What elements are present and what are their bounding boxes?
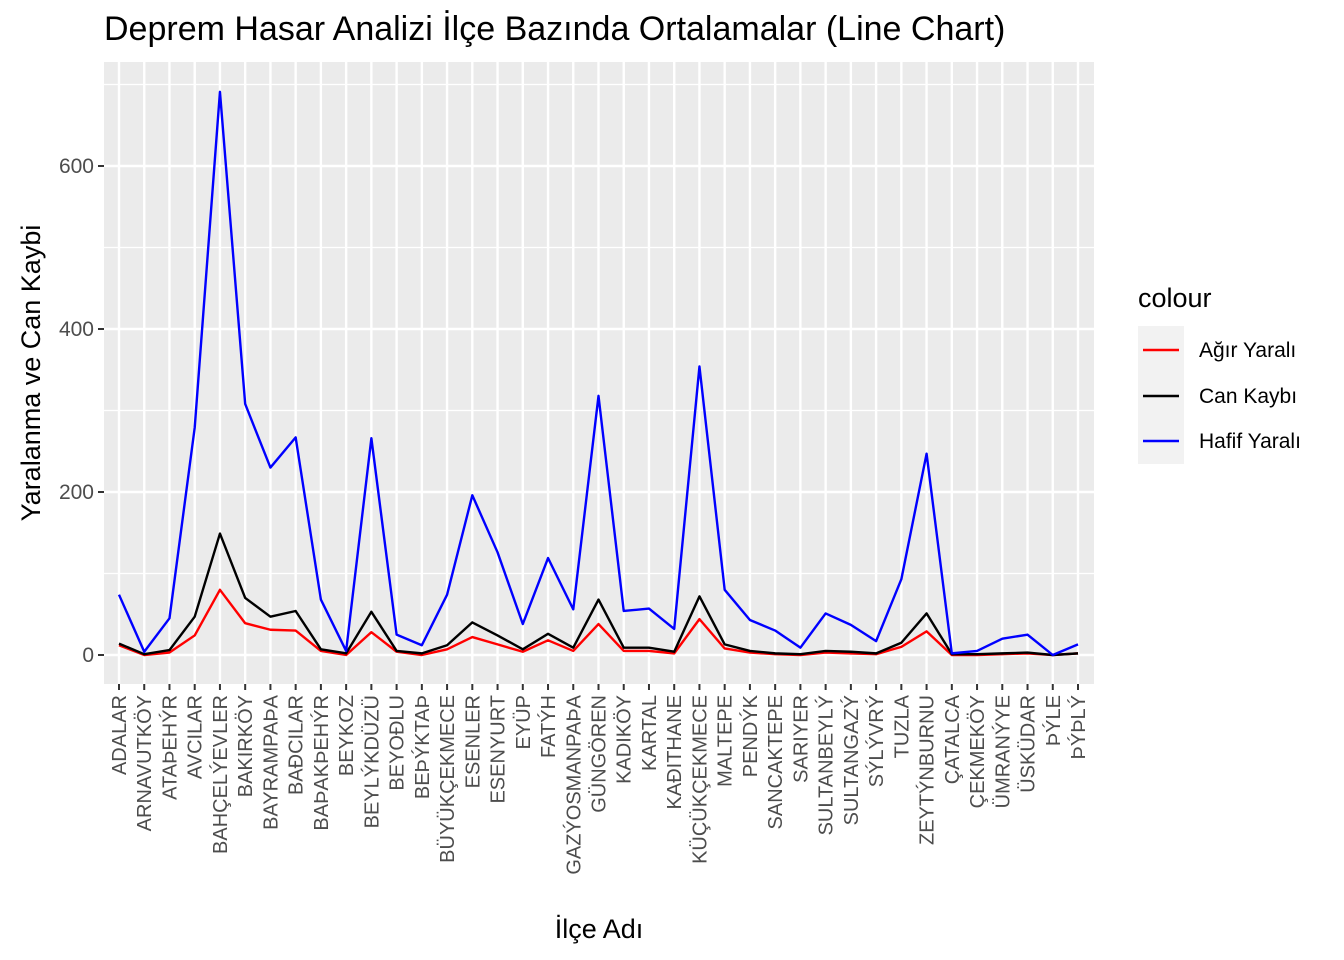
legend-title: colour (1138, 283, 1212, 313)
x-tick-label: BAÐCILAR (286, 695, 308, 795)
y-axis: 0 200 400 600 (59, 155, 104, 667)
x-tick-label: ÜSKÜDAR (1018, 695, 1040, 793)
x-tick-label: PENDÝK (739, 694, 762, 777)
x-tick-label: BAÞAKÞEHÝR (310, 695, 333, 831)
legend-label: Ağır Yaralı (1199, 339, 1296, 362)
x-tick-label: SARIYER (790, 695, 812, 783)
x-tick-label: BAKIRKÖY (235, 695, 257, 797)
x-tick-label: FATÝH (537, 695, 560, 758)
legend-label: Can Kaybı (1199, 385, 1297, 408)
x-tick-label: EYÜP (513, 695, 535, 749)
chart-title: Deprem Hasar Analizi İlçe Bazında Ortala… (104, 10, 1005, 48)
legend: colour Ağır Yaralı Can Kaybı Hafif Yaralı (1138, 283, 1301, 464)
y-tick-label: 400 (59, 318, 94, 341)
series-line (118, 532, 1079, 657)
x-tick-label: ESENLER (462, 695, 484, 788)
x-tick-label: ATAÞEHÝR (158, 695, 181, 800)
x-tick-label: ÞÝÞLÝ (1067, 695, 1090, 759)
major-gridlines (104, 62, 1094, 684)
x-tick-label: KADIKÖY (614, 695, 636, 784)
x-tick-label: BAYRAMPAÞA (260, 694, 282, 830)
x-axis: ADALAR ARNAVUTKÖY ATAÞEHÝR AVCILAR BAHÇELÝEV… (109, 684, 1090, 875)
x-tick-label: SULTANGAZÝ (840, 695, 863, 825)
y-tick-label: 600 (59, 155, 94, 178)
x-tick-label: BEÞÝKTAÞ (411, 695, 434, 799)
x-tick-label: ÇEKMEKÖY (967, 695, 989, 808)
x-tick-label: SÝLÝVRÝ (865, 695, 888, 787)
x-tick-label: GÜNGÖREN (589, 695, 611, 813)
x-tick-label: SULTANBEYLÝ (815, 695, 838, 835)
x-tick-label: BEYOÐLU (387, 695, 409, 791)
x-tick-label: MALTEPE (715, 695, 737, 787)
x-tick-label: AVCILAR (185, 695, 207, 779)
y-tick-label: 0 (82, 644, 94, 667)
x-tick-label: KARTAL (639, 695, 661, 771)
x-tick-label: SANCAKTEPE (765, 695, 787, 829)
x-axis-title: İlçe Adı (555, 913, 644, 944)
series-lines (117, 90, 1079, 657)
x-tick-label: ARNAVUTKÖY (134, 695, 156, 831)
x-tick-label: BEYLÝKDÜZÜ (360, 695, 383, 828)
x-tick-label: ESENYURT (488, 695, 510, 804)
x-tick-label: BÜYÜKÇEKMECE (437, 695, 459, 863)
x-tick-label: ÞÝLE (1042, 695, 1065, 746)
x-tick-label: BAHÇELÝEVLER (209, 695, 232, 854)
x-tick-label: TUZLA (891, 694, 913, 758)
y-tick-label: 200 (59, 481, 94, 504)
x-tick-label: ADALAR (109, 695, 131, 775)
y-axis-title: Yaralanma ve Can Kaybi (16, 225, 46, 522)
series-line (118, 588, 1079, 657)
legend-label: Hafif Yaralı (1199, 430, 1301, 453)
x-tick-label: KÜÇÜKÇEKMECE (689, 695, 711, 864)
x-tick-label: BEYKOZ (336, 695, 358, 776)
x-tick-label: KAÐITHANE (664, 695, 686, 809)
x-tick-label: GAZÝOSMANPAÞA (562, 694, 585, 874)
series-line (117, 90, 1079, 657)
x-tick-label: ÜMRANÝYE (991, 695, 1014, 808)
x-tick-label: ZEYTÝNBURNU (916, 695, 939, 845)
x-tick-label: ÇATALCA (942, 694, 964, 784)
